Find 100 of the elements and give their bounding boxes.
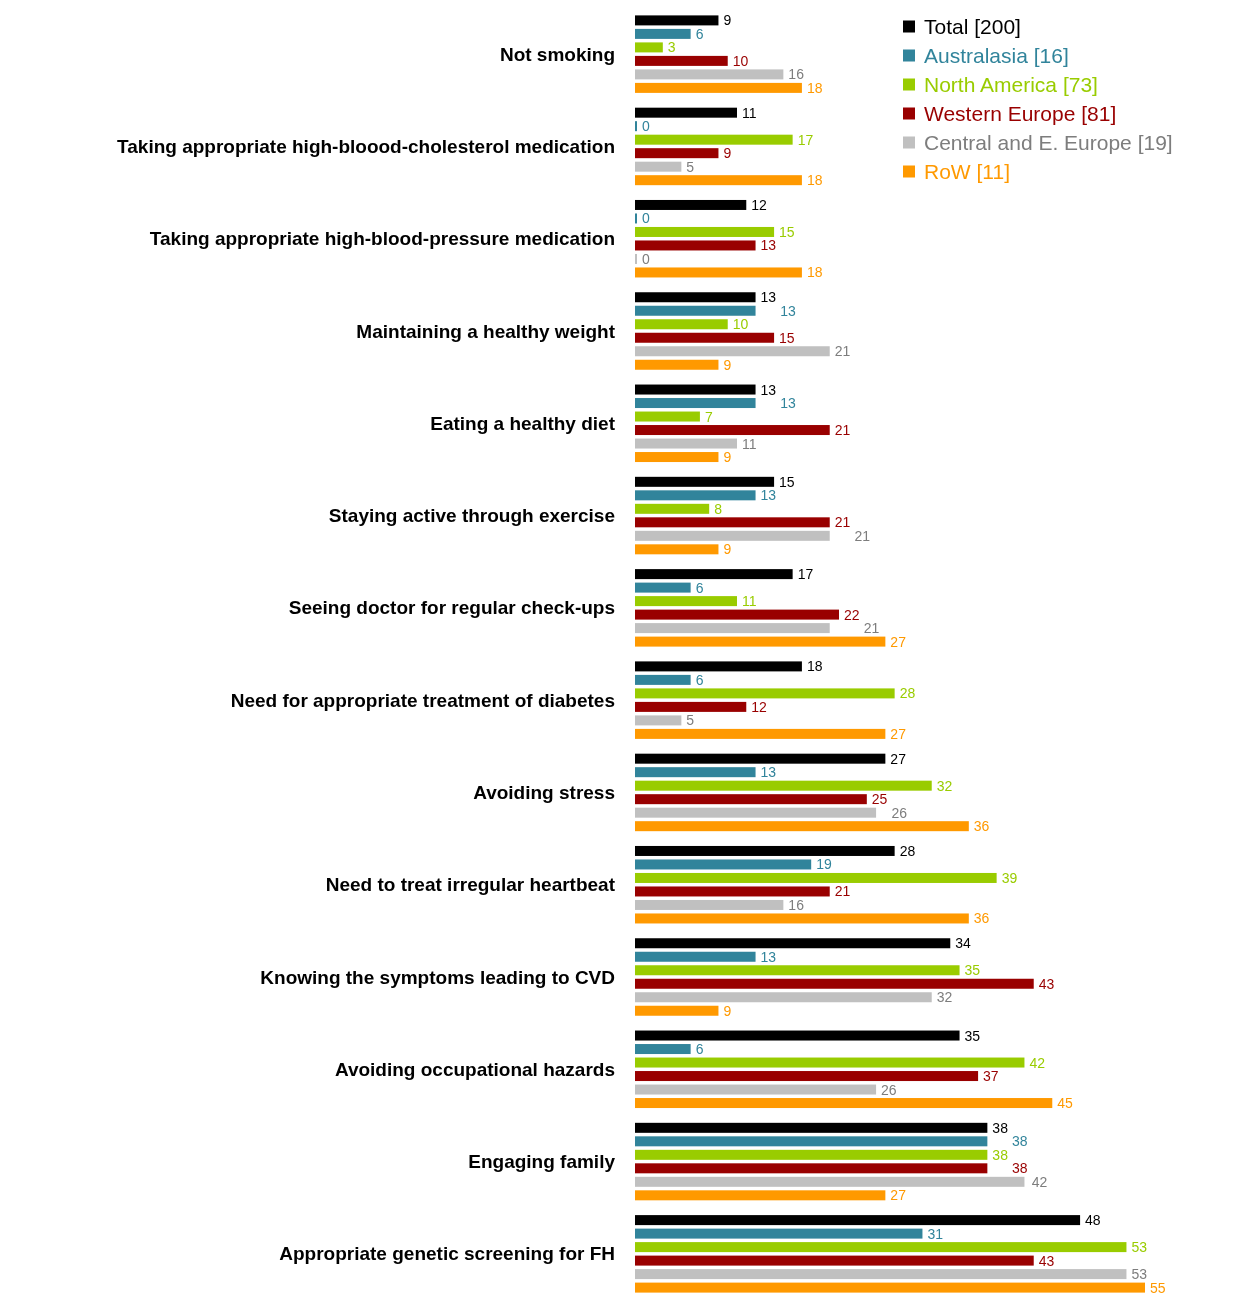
data-label: 10 xyxy=(732,52,749,69)
bar xyxy=(635,899,784,910)
y-tick-label: Eating a healthy diet xyxy=(430,412,616,434)
bar xyxy=(635,134,793,145)
data-label: 11 xyxy=(742,593,757,610)
y-tick-label: Engaging family xyxy=(468,1151,616,1173)
bar xyxy=(635,1269,1127,1280)
data-label: 36 xyxy=(973,910,990,927)
bar xyxy=(635,701,747,712)
bar xyxy=(635,872,997,883)
data-label: 13 xyxy=(760,487,777,504)
bar xyxy=(635,1136,988,1147)
data-label: 53 xyxy=(1131,1239,1148,1256)
data-label: 34 xyxy=(955,935,972,952)
bar xyxy=(635,346,830,357)
bar xyxy=(635,530,830,541)
data-label: 0 xyxy=(642,250,650,267)
bar xyxy=(635,438,737,449)
bar xyxy=(635,398,756,409)
bar xyxy=(635,992,932,1003)
data-label: 21 xyxy=(834,422,851,439)
y-tick-label: Staying active through exercise xyxy=(328,505,615,527)
data-label: 22 xyxy=(844,606,860,623)
bar xyxy=(635,951,756,962)
data-label: 9 xyxy=(723,356,732,373)
bar xyxy=(635,794,867,805)
bar xyxy=(635,1030,960,1041)
data-label: 27 xyxy=(890,750,907,767)
data-label: 26 xyxy=(891,804,908,821)
data-label: 18 xyxy=(806,264,823,281)
bar xyxy=(635,1005,719,1016)
data-label: 32 xyxy=(936,989,953,1006)
data-label: 5 xyxy=(686,712,695,729)
data-label: 18 xyxy=(806,172,823,189)
bar xyxy=(635,82,802,93)
bar xyxy=(635,767,756,778)
bar xyxy=(635,859,812,870)
bar xyxy=(635,1084,877,1095)
data-label: 12 xyxy=(751,698,768,715)
bar xyxy=(635,1122,988,1133)
data-label: 35 xyxy=(964,962,981,979)
bar xyxy=(635,148,719,159)
data-label: 38 xyxy=(992,1146,1009,1163)
data-label: 16 xyxy=(788,896,805,913)
data-label: 25 xyxy=(871,791,888,808)
bar xyxy=(635,1228,923,1239)
bar xyxy=(635,359,719,370)
data-label: 21 xyxy=(854,527,871,544)
y-tick-label: Knowing the symptoms leading to CVD xyxy=(260,966,615,988)
bar xyxy=(635,240,756,251)
data-label: 42 xyxy=(1029,1054,1046,1071)
data-label: 31 xyxy=(927,1225,944,1242)
y-tick-label: Need for appropriate treatment of diabetes xyxy=(230,689,615,711)
data-label: 18 xyxy=(806,79,823,96)
bar xyxy=(635,609,839,620)
data-label: 16 xyxy=(788,66,805,83)
data-label: 17 xyxy=(797,131,814,148)
bar xyxy=(635,1071,979,1082)
data-label: 32 xyxy=(936,777,953,794)
bar xyxy=(635,226,775,237)
data-label: 13 xyxy=(760,289,777,306)
bar xyxy=(635,1149,988,1160)
y-tick-label: Appropriate genetic screening for FH xyxy=(279,1243,615,1265)
legend-label: Total [200] xyxy=(924,15,1021,38)
data-label: 6 xyxy=(695,1041,704,1058)
bar xyxy=(635,1190,886,1201)
data-label: 17 xyxy=(797,566,814,583)
bar xyxy=(635,661,802,672)
bar xyxy=(635,267,802,278)
bar xyxy=(635,411,700,422)
bar xyxy=(635,425,830,436)
data-label: 36 xyxy=(973,818,990,835)
bar xyxy=(635,845,895,856)
bar xyxy=(635,1044,691,1055)
data-label: 27 xyxy=(890,633,907,650)
bar xyxy=(635,753,886,764)
bar xyxy=(635,1282,1145,1293)
data-label: 38 xyxy=(992,1119,1009,1136)
bar xyxy=(635,674,691,685)
data-label: 0 xyxy=(642,118,650,135)
legend-label: RoW [11] xyxy=(924,160,1010,183)
data-label: 21 xyxy=(834,514,851,531)
y-tick-label: Maintaining a healthy weight xyxy=(356,320,616,342)
bar xyxy=(635,636,886,647)
bar xyxy=(635,688,895,699)
bar xyxy=(635,15,719,26)
legend-label: Australasia [16] xyxy=(924,44,1069,67)
bar xyxy=(635,1057,1025,1068)
bar xyxy=(635,175,802,186)
data-label: 15 xyxy=(779,223,795,240)
data-label: 39 xyxy=(1001,869,1018,886)
data-label: 38 xyxy=(1012,1133,1028,1150)
bar xyxy=(635,780,932,791)
data-label: 13 xyxy=(760,948,777,965)
data-label: 18 xyxy=(806,658,823,675)
data-label: 6 xyxy=(695,671,704,688)
bar xyxy=(635,978,1034,989)
data-label: 11 xyxy=(742,104,757,121)
bar xyxy=(635,55,728,66)
bar xyxy=(635,1098,1053,1109)
